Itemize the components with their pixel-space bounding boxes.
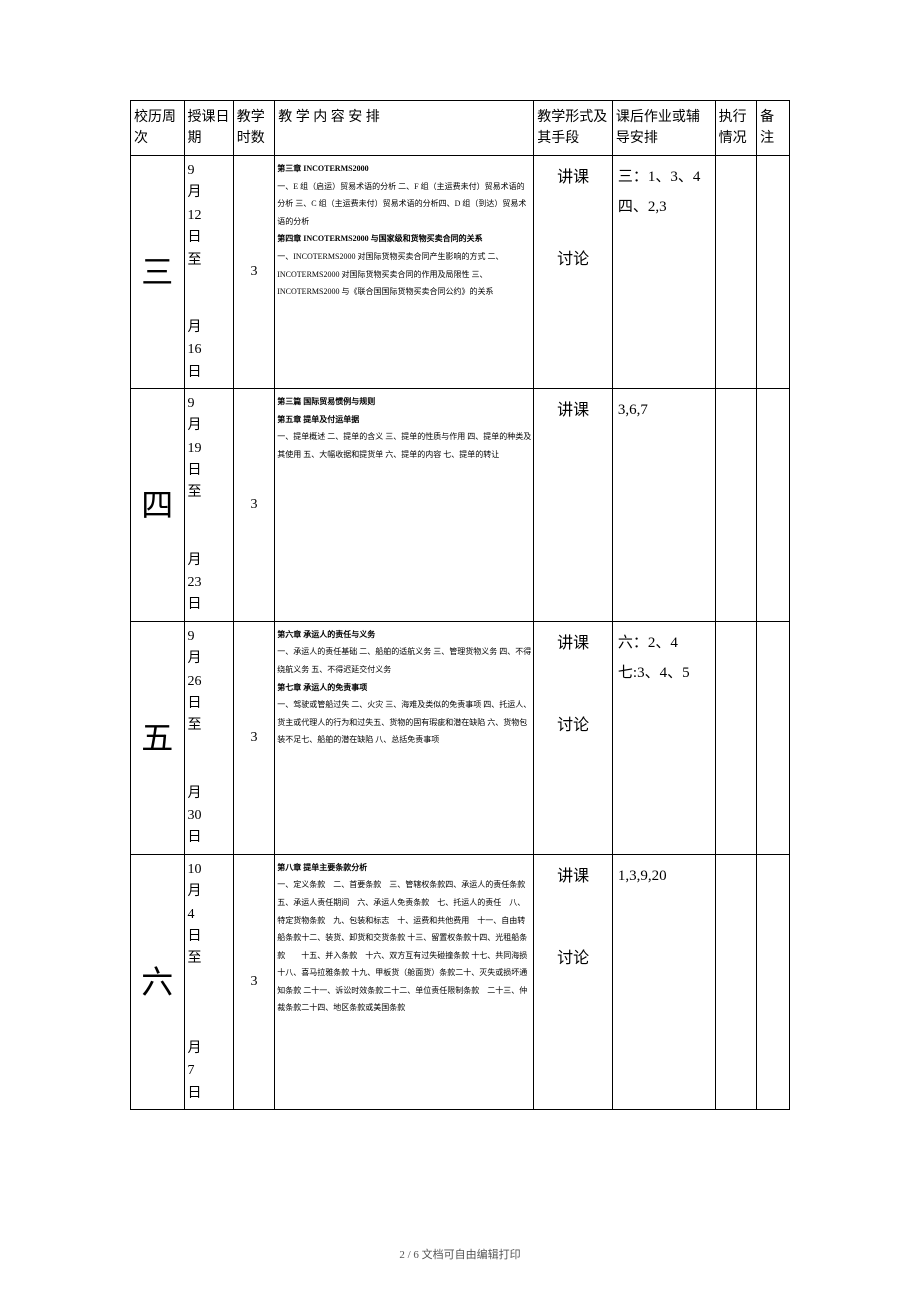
header-week: 校历周次 [131,101,185,156]
schedule-table: 校历周次 授课日期 教学时数 教 学 内 容 安 排 教学形式及其手段 课后作业… [130,100,790,1110]
week-cell: 六 [131,854,185,1109]
hours-cell: 3 [233,854,275,1109]
week-cell: 五 [131,621,185,854]
homework-cell: 六：2、4七:3、4、5 [612,621,715,854]
header-row: 校历周次 授课日期 教学时数 教 学 内 容 安 排 教学形式及其手段 课后作业… [131,101,790,156]
content-cell: 第三篇 国际贸易惯例与规则第五章 提单及付运单据一、提单概述 二、提单的含义 三… [275,388,534,621]
content-cell: 第六章 承运人的责任与义务一、承运人的责任基础 二、船舶的适航义务 三、管理货物… [275,621,534,854]
week-cell: 四 [131,388,185,621]
table-row: 五9月26日至月30日3第六章 承运人的责任与义务一、承运人的责任基础 二、船舶… [131,621,790,854]
format-cell: 讲课讨论 [534,854,613,1109]
header-homework: 课后作业或辅导安排 [612,101,715,156]
hours-cell: 3 [233,388,275,621]
format-cell: 讲课 [534,388,613,621]
hours-cell: 3 [233,621,275,854]
header-content: 教 学 内 容 安 排 [275,101,534,156]
note-cell [757,621,790,854]
table-row: 四9月19日至月23日3第三篇 国际贸易惯例与规则第五章 提单及付运单据一、提单… [131,388,790,621]
homework-cell: 1,3,9,20 [612,854,715,1109]
header-exec: 执行情况 [715,101,757,156]
homework-cell: 三：1、3、4四、2,3 [612,156,715,389]
format-cell: 讲课讨论 [534,621,613,854]
week-cell: 三 [131,156,185,389]
content-cell: 第八章 提单主要条款分析一、定义条款 二、首要条款 三、管辖权条款四、承运人的责… [275,854,534,1109]
header-format: 教学形式及其手段 [534,101,613,156]
table-row: 三9月12日至月16日3第三章 INCOTERMS2000一、E 组（启运）贸易… [131,156,790,389]
table-row: 六10月4日至月7日3第八章 提单主要条款分析一、定义条款 二、首要条款 三、管… [131,854,790,1109]
exec-cell [715,156,757,389]
homework-cell: 3,6,7 [612,388,715,621]
date-cell: 9月26日至月30日 [184,621,233,854]
header-hours: 教学时数 [233,101,275,156]
note-cell [757,156,790,389]
date-cell: 9月19日至月23日 [184,388,233,621]
format-cell: 讲课讨论 [534,156,613,389]
date-cell: 9月12日至月16日 [184,156,233,389]
date-cell: 10月4日至月7日 [184,854,233,1109]
table-body: 三9月12日至月16日3第三章 INCOTERMS2000一、E 组（启运）贸易… [131,156,790,1110]
exec-cell [715,854,757,1109]
hours-cell: 3 [233,156,275,389]
note-cell [757,388,790,621]
header-date: 授课日期 [184,101,233,156]
note-cell [757,854,790,1109]
page-footer: 2 / 6 文档可自由编辑打印 [0,1246,920,1262]
exec-cell [715,388,757,621]
header-note: 备注 [757,101,790,156]
content-cell: 第三章 INCOTERMS2000一、E 组（启运）贸易术语的分析 二、F 组（… [275,156,534,389]
exec-cell [715,621,757,854]
